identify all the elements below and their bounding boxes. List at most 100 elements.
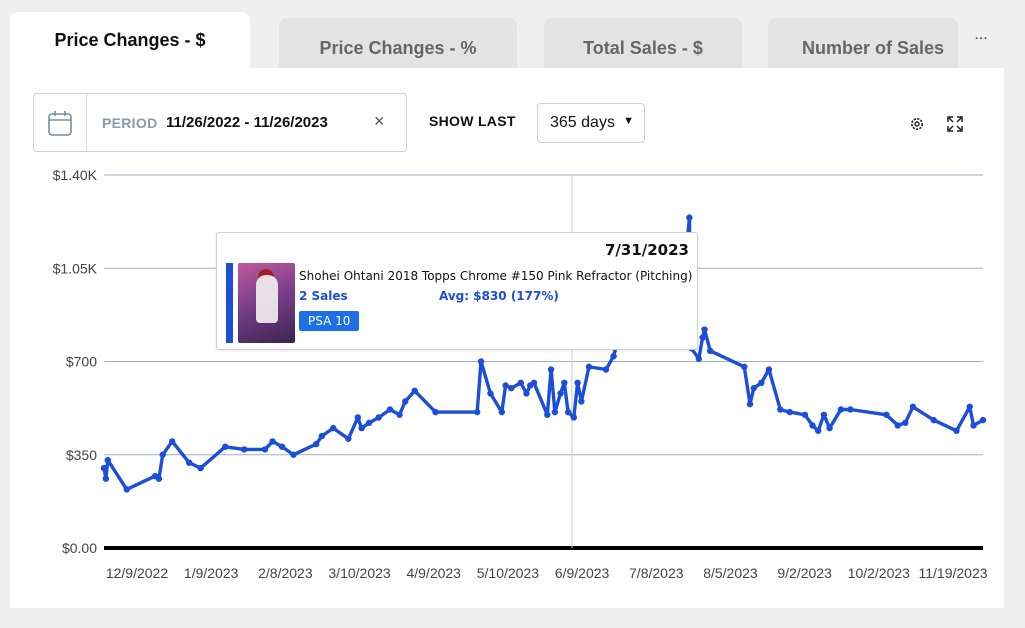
data-point [561,379,568,387]
tooltip-sales-count: 2 Sales [299,289,348,303]
data-point [741,363,748,371]
show-last-value: 365 days [550,114,615,131]
data-point [930,416,937,424]
data-point [517,379,524,387]
x-tick-label: 11/19/2023 [918,565,987,581]
tooltip-accent-bar [226,263,233,343]
data-point [570,414,578,421]
data-point [574,379,581,387]
data-point [104,456,111,464]
data-point [330,424,337,432]
data-point [402,398,409,405]
x-tick-label: 9/2/2023 [777,565,832,581]
data-point [318,432,326,440]
data-point [564,408,572,416]
more-tabs-button[interactable]: ... [958,18,1004,68]
data-point [123,486,130,493]
gear-icon[interactable] [908,115,926,133]
data-point [530,379,538,387]
data-point [826,424,833,432]
data-point [473,408,481,416]
expand-icon[interactable] [946,115,964,133]
sale-tooltip: 7/31/2023 Shohei Ohtani 2018 Topps Chrom… [216,232,698,350]
data-point [240,446,248,453]
data-point [786,408,793,416]
data-point [159,451,166,458]
x-tick-label: 6/9/2023 [555,565,610,581]
data-point [758,379,765,387]
data-point [578,398,585,405]
data-point [909,403,917,410]
data-point [100,464,108,472]
data-point [366,419,373,426]
data-point [801,411,809,418]
data-point [358,424,365,432]
data-point [953,427,960,434]
data-point [707,347,714,355]
data-point [345,435,352,442]
x-tick-label: 1/9/2023 [184,565,239,581]
data-point [354,414,362,421]
card-thumbnail [238,263,295,343]
data-point [477,358,485,365]
show-last-select[interactable]: 365 days ▼ [537,103,645,143]
data-point [102,475,110,482]
x-tick-label: 2/8/2023 [258,565,313,581]
data-point [386,406,394,413]
data-point [883,411,890,418]
data-point [261,446,269,453]
show-last-label: SHOW LAST [429,113,516,129]
data-point [701,326,708,333]
data-point [602,366,610,373]
data-point [432,408,439,416]
data-point [557,390,564,397]
x-tick-label: 4/9/2023 [406,565,461,581]
y-tick-label: $700 [66,354,97,370]
data-point [551,408,559,416]
calendar-icon[interactable] [34,94,87,151]
data-point [411,387,418,395]
data-point [498,408,506,416]
data-point [523,390,530,397]
data-point [508,384,515,392]
clear-icon[interactable]: × [374,111,385,131]
data-point [186,459,193,466]
x-tick-label: 12/9/2022 [106,565,168,581]
y-tick-label: $1.40K [53,167,98,183]
data-point [278,443,286,450]
y-tick-label: $350 [66,447,97,463]
data-point [197,464,204,472]
data-point [699,334,706,341]
data-point [966,403,973,410]
data-point [547,366,555,373]
period-value[interactable]: 11/26/2022 - 11/26/2023 [166,114,328,131]
period-picker[interactable]: PERIOD 11/26/2022 - 11/26/2023 × [33,93,407,152]
data-point [809,422,816,429]
grade-badge: PSA 10 [299,311,360,331]
data-point [487,390,494,397]
data-point [396,411,403,418]
tooltip-card-title: Shohei Ohtani 2018 Topps Chrome #150 Pin… [299,269,693,283]
data-point [820,411,828,418]
x-tick-label: 3/10/2023 [328,565,390,581]
tooltip-average: Avg: $830 (177%) [439,289,559,303]
data-point [502,382,509,389]
x-tick-label: 5/10/2023 [477,565,539,581]
data-point [544,411,551,418]
data-point [765,366,773,373]
y-tick-label: $0.00 [62,540,97,556]
data-point [750,384,757,392]
data-point [168,438,176,445]
data-point [222,443,229,450]
data-point [585,363,593,371]
x-tick-label: 10/2/2023 [848,565,910,581]
data-point [312,440,320,448]
data-point [746,400,754,408]
caret-down-icon: ▼ [623,115,634,127]
data-point [847,406,854,413]
data-point [269,438,276,445]
data-point [970,422,977,429]
data-point [814,427,822,434]
data-point [979,416,987,424]
x-tick-label: 8/5/2023 [703,565,758,581]
